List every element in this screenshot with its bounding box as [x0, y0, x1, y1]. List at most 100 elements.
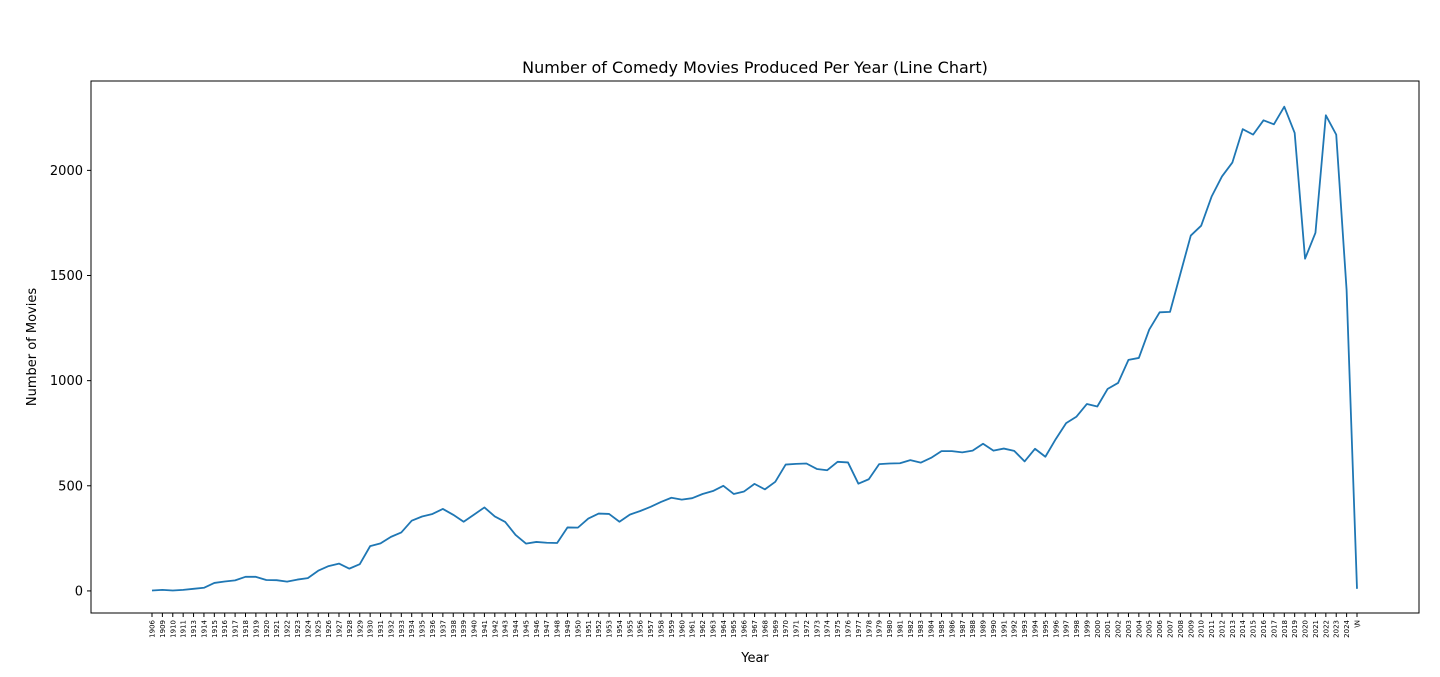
- data-point: [671, 497, 673, 499]
- data-point: [203, 587, 205, 589]
- x-tick-label: 1924: [304, 619, 312, 637]
- x-tick-label: 2020: [1302, 620, 1310, 638]
- data-point: [1211, 196, 1213, 198]
- x-tick-label: 1916: [221, 619, 229, 637]
- data-point: [754, 483, 756, 485]
- data-point: [162, 589, 164, 591]
- x-tick-label: 1944: [512, 619, 520, 637]
- data-point: [1315, 232, 1317, 234]
- x-tick-label: 1938: [450, 620, 458, 638]
- x-tick-label: 2005: [1146, 620, 1154, 638]
- x-tick-label: 1990: [990, 620, 998, 638]
- data-point: [868, 478, 870, 480]
- x-tick-label: 1933: [398, 620, 406, 638]
- data-point: [1065, 422, 1067, 424]
- x-tick-label: 1923: [294, 620, 302, 638]
- x-tick-label: 1915: [211, 620, 219, 638]
- plot-area: [151, 105, 1358, 592]
- x-tick-label: 1932: [387, 620, 395, 638]
- x-tick-label: 1992: [1011, 620, 1019, 638]
- data-point: [795, 463, 797, 465]
- x-tick-label: 1976: [844, 619, 852, 637]
- data-point: [1024, 461, 1026, 463]
- y-tick-label: 1000: [50, 374, 83, 389]
- data-point: [650, 506, 652, 508]
- data-point: [504, 521, 506, 523]
- data-point: [286, 581, 288, 583]
- data-point: [276, 579, 278, 581]
- x-tick-label: 1961: [689, 620, 697, 638]
- y-tick-label: 2000: [50, 164, 83, 179]
- data-point: [982, 443, 984, 445]
- data-point: [1148, 329, 1150, 331]
- data-point: [1356, 588, 1358, 590]
- data-point: [1190, 235, 1192, 237]
- data-point: [525, 543, 527, 545]
- data-point: [411, 520, 413, 522]
- data-point: [1263, 120, 1265, 122]
- x-axis: 1906 1909 1910 1911 1913 1914 1915 1916 1917 1918…: [149, 613, 1362, 638]
- x-tick-label: 1982: [907, 620, 915, 638]
- data-point: [1159, 312, 1161, 314]
- x-tick-label: 1986: [948, 619, 956, 637]
- x-tick-label: 1950: [574, 620, 582, 638]
- x-tick-label: 2006: [1156, 619, 1164, 637]
- data-point: [691, 497, 693, 499]
- data-point: [1346, 289, 1348, 291]
- x-tick-label: 1981: [896, 620, 904, 638]
- x-tick-label: 2004: [1135, 619, 1143, 637]
- data-point: [1034, 448, 1036, 450]
- x-tick-label: 1951: [585, 620, 593, 638]
- x-tick-label: 1959: [668, 620, 676, 638]
- data-point: [484, 507, 486, 509]
- data-point: [567, 527, 569, 529]
- x-tick-label: 1945: [522, 620, 530, 638]
- data-point: [993, 450, 995, 452]
- data-point: [1055, 438, 1057, 440]
- x-tick-label: 1930: [367, 620, 375, 638]
- data-point: [214, 582, 216, 584]
- x-tick-label: 1928: [346, 620, 354, 638]
- data-point: [307, 577, 309, 579]
- x-tick-label: 1973: [813, 620, 821, 638]
- data-point: [473, 514, 475, 516]
- x-tick-label: 2022: [1322, 620, 1330, 638]
- data-point: [941, 450, 943, 452]
- x-tick-label: 1962: [699, 620, 707, 638]
- data-point: [515, 534, 517, 536]
- x-tick-label: 2011: [1208, 620, 1216, 638]
- x-tick-label: 1991: [1000, 620, 1008, 638]
- x-tick-label: 1947: [543, 620, 551, 638]
- data-point: [681, 499, 683, 501]
- y-axis: 0 500 1000 1500 2000: [50, 164, 91, 599]
- data-point: [151, 590, 153, 592]
- data-point: [1138, 357, 1140, 359]
- x-tick-label: 1941: [481, 620, 489, 638]
- data-point: [328, 565, 330, 567]
- x-tick-label: 1929: [356, 620, 364, 638]
- x-tick-label: 1936: [429, 619, 437, 637]
- x-axis-label: Year: [740, 651, 769, 666]
- chart-title: Number of Comedy Movies Produced Per Yea…: [522, 58, 988, 77]
- x-tick-label: 1971: [793, 620, 801, 638]
- data-point: [1242, 128, 1244, 130]
- data-point: [432, 513, 434, 515]
- x-tick-label: 2008: [1177, 620, 1185, 638]
- x-tick-label: 1926: [325, 619, 333, 637]
- y-tick-label: 1500: [50, 269, 83, 284]
- data-point: [442, 508, 444, 510]
- y-tick-label: 500: [58, 479, 83, 494]
- x-tick-label: 2015: [1250, 620, 1258, 638]
- data-point: [785, 464, 787, 466]
- x-tick-label: 1977: [855, 620, 863, 638]
- x-tick-label: 1913: [190, 620, 198, 638]
- x-tick-label: 1917: [232, 620, 240, 638]
- data-point: [1200, 225, 1202, 227]
- data-point: [816, 468, 818, 470]
- x-tick-label: 1999: [1083, 620, 1091, 638]
- data-point: [1232, 162, 1234, 164]
- data-point: [743, 491, 745, 493]
- data-point: [245, 576, 247, 578]
- data-point: [1003, 448, 1005, 450]
- data-point: [920, 462, 922, 464]
